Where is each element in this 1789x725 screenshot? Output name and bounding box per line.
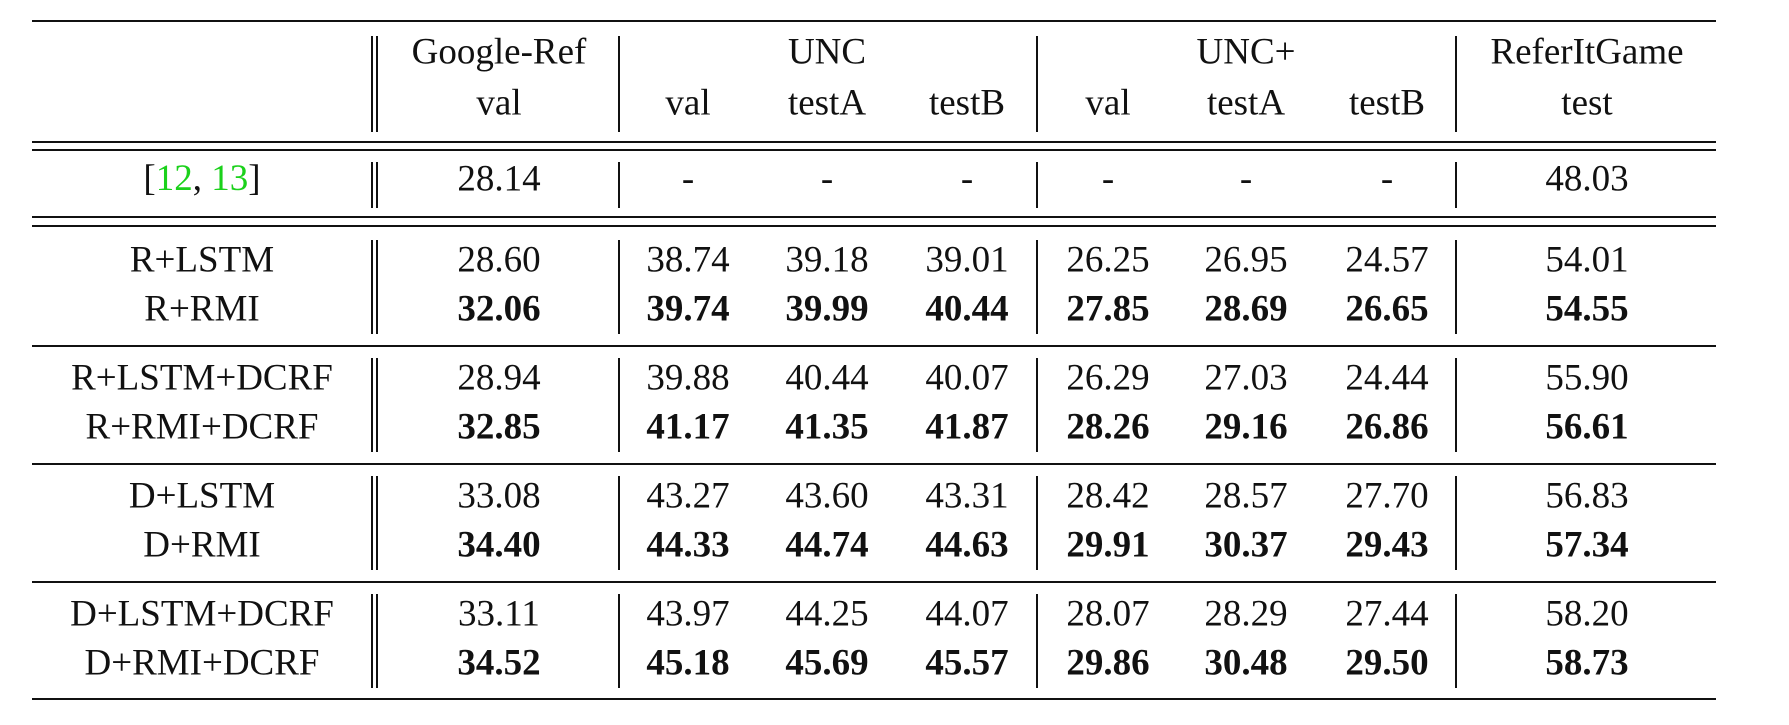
cell: - (682, 158, 694, 199)
cell: 29.50 (1345, 642, 1428, 683)
cell: 40.07 (925, 357, 1008, 398)
row-label: R+RMI+DCRF (86, 406, 319, 447)
group-header: ReferItGame (1490, 31, 1683, 72)
cell: 58.73 (1545, 642, 1628, 683)
cell: 27.85 (1066, 288, 1149, 329)
cell: 56.61 (1545, 406, 1628, 447)
column-header: testB (1349, 82, 1425, 123)
column-header: testB (929, 82, 1005, 123)
cell: 40.44 (925, 288, 1008, 329)
cell: 29.43 (1345, 524, 1428, 565)
cell: 43.31 (925, 475, 1008, 516)
column-header: val (1085, 82, 1130, 123)
cell: 40.44 (785, 357, 868, 398)
cell: 57.34 (1545, 524, 1628, 565)
row-label: D+RMI+DCRF (84, 642, 319, 683)
row-label: D+LSTM (129, 475, 275, 516)
cell: - (961, 158, 973, 199)
column-header: testA (788, 82, 866, 123)
cell: 58.20 (1545, 593, 1628, 634)
column-header: val (665, 82, 710, 123)
cell: 43.27 (646, 475, 729, 516)
cell: 44.33 (646, 524, 729, 565)
label-part: 12 (156, 158, 193, 199)
row-label: R+RMI (144, 288, 259, 329)
cell: 44.07 (925, 593, 1008, 634)
label-part: , (193, 158, 212, 199)
cell: 27.03 (1204, 357, 1287, 398)
cell: 45.57 (925, 642, 1008, 683)
cell: 45.69 (785, 642, 868, 683)
cell: - (1102, 158, 1114, 199)
cell: 27.70 (1345, 475, 1428, 516)
cell: 26.65 (1345, 288, 1428, 329)
cell: 34.52 (457, 642, 540, 683)
cell: 29.16 (1204, 406, 1287, 447)
cell: 45.18 (646, 642, 729, 683)
cell: 28.29 (1204, 593, 1287, 634)
cell: 26.29 (1066, 357, 1149, 398)
cell: 54.01 (1545, 239, 1628, 280)
cell: 26.95 (1204, 239, 1287, 280)
cell: 28.57 (1204, 475, 1287, 516)
cell: 28.42 (1066, 475, 1149, 516)
cell: 28.94 (457, 357, 540, 398)
cell: 28.26 (1066, 406, 1149, 447)
cell: 29.86 (1066, 642, 1149, 683)
group-header: UNC (788, 31, 866, 72)
cell: 43.97 (646, 593, 729, 634)
cell: 39.88 (646, 357, 729, 398)
cell: 41.17 (646, 406, 729, 447)
cell: 44.63 (925, 524, 1008, 565)
cell: 48.03 (1545, 158, 1628, 199)
cell: 24.44 (1345, 357, 1428, 398)
cell: - (821, 158, 833, 199)
cell: 26.25 (1066, 239, 1149, 280)
column-header: testA (1207, 82, 1285, 123)
cell: 39.99 (785, 288, 868, 329)
cell: - (1240, 158, 1252, 199)
cell: 32.85 (457, 406, 540, 447)
label-part: ] (248, 158, 260, 199)
cell: 33.08 (457, 475, 540, 516)
cell: 33.11 (458, 593, 540, 634)
group-header: Google-Ref (412, 31, 587, 72)
cell: 28.07 (1066, 593, 1149, 634)
column-header: val (476, 82, 521, 123)
cell: 24.57 (1345, 239, 1428, 280)
row-label: R+LSTM (130, 239, 274, 280)
cell: 28.69 (1204, 288, 1287, 329)
column-header: test (1561, 82, 1613, 123)
cell: 32.06 (457, 288, 540, 329)
group-header: UNC+ (1197, 31, 1296, 72)
cell: 28.14 (457, 158, 540, 199)
cell: 27.44 (1345, 593, 1428, 634)
cell: 55.90 (1545, 357, 1628, 398)
cell: 30.37 (1204, 524, 1287, 565)
cell: 56.83 (1545, 475, 1628, 516)
cell: 30.48 (1204, 642, 1287, 683)
cell: 43.60 (785, 475, 868, 516)
row-label: R+LSTM+DCRF (71, 357, 333, 398)
row-label: D+LSTM+DCRF (70, 593, 334, 634)
cell: 26.86 (1345, 406, 1428, 447)
cell: 28.60 (457, 239, 540, 280)
cell: 39.18 (785, 239, 868, 280)
cell: 44.25 (785, 593, 868, 634)
cell: 41.87 (925, 406, 1008, 447)
label-part: [ (143, 158, 155, 199)
cell: 39.74 (646, 288, 729, 329)
cell: 54.55 (1545, 288, 1628, 329)
label-part: 13 (211, 158, 248, 199)
cell: 34.40 (457, 524, 540, 565)
cell: 38.74 (646, 239, 729, 280)
cell: - (1381, 158, 1393, 199)
cell: 39.01 (925, 239, 1008, 280)
cell: 41.35 (785, 406, 868, 447)
cell: 29.91 (1066, 524, 1149, 565)
cell: 44.74 (785, 524, 868, 565)
row-label: [12, 13] (143, 158, 260, 199)
row-label: D+RMI (143, 524, 261, 565)
